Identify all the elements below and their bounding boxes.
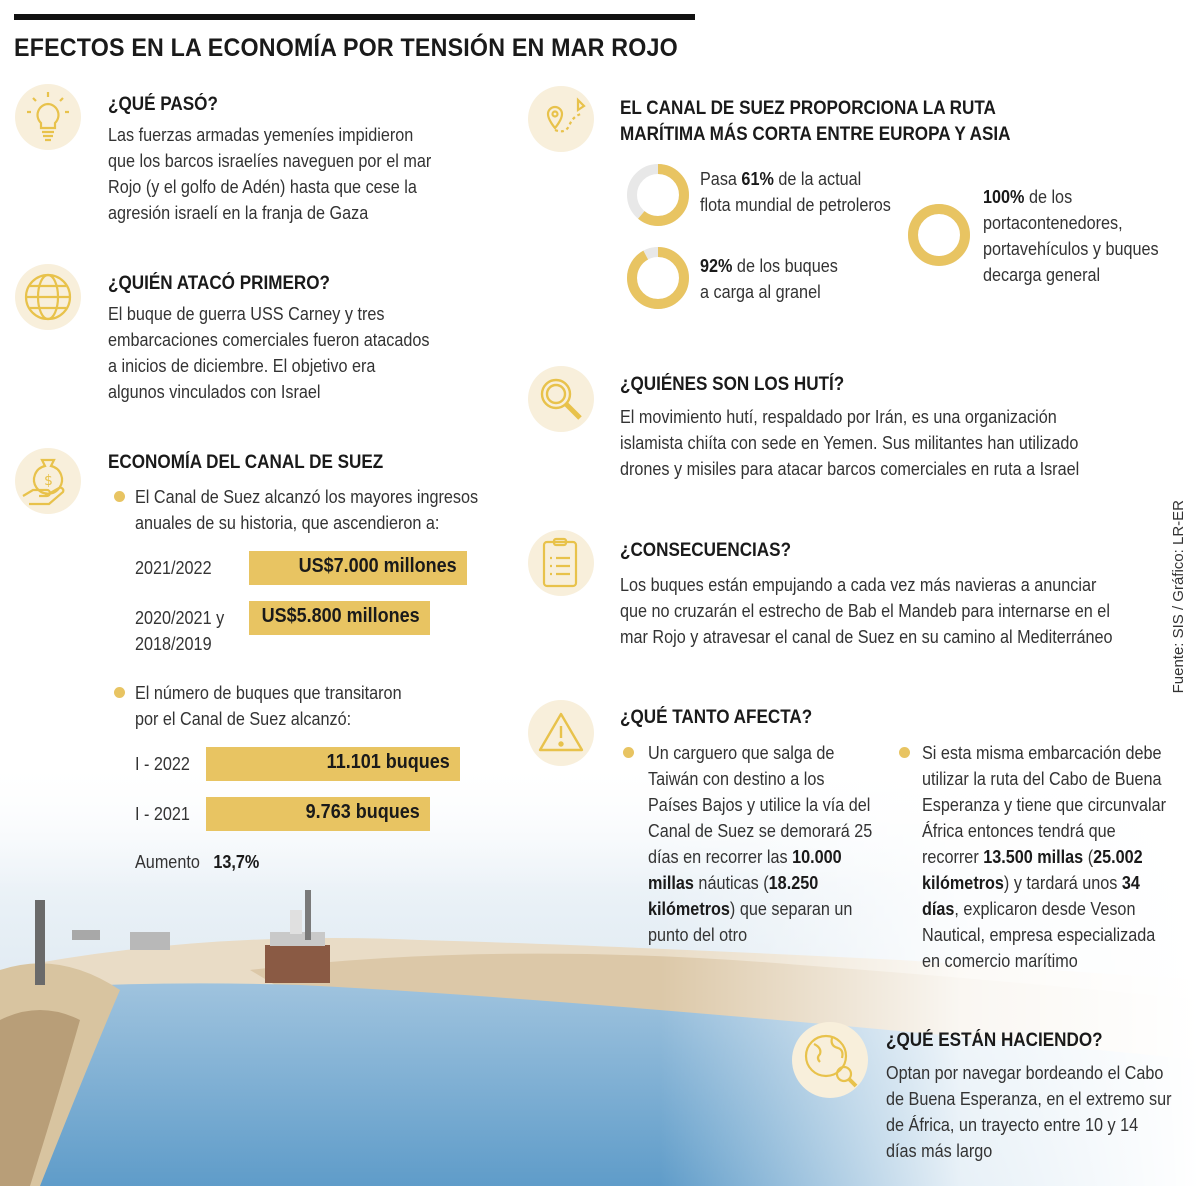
row4-value: 9.763 buques (305, 801, 420, 823)
bullet-dot (623, 747, 634, 758)
afecta-heading: ¿QUÉ TANTO AFECTA? (620, 707, 813, 728)
stat2-text: 92% de los buques a carga al granel (700, 256, 838, 302)
source-credit: Fuente: SIS / Gráfico: LR-ER (1170, 500, 1187, 694)
row2-label: 2020/2021 y 2018/2019 (135, 608, 225, 654)
haciendo-heading: ¿QUÉ ESTÁN HACIENDO? (886, 1030, 1103, 1051)
canal-ruta-heading: EL CANAL DE SUEZ PROPORCIONA LA RUTA MARÍ… (620, 98, 1011, 145)
economia-bullet1: El Canal de Suez alcanzó los mayores ing… (135, 487, 479, 533)
revenue-bar-2021-2022: US$7.000 millones (249, 551, 467, 585)
lightbulb-icon (15, 84, 81, 150)
bullet-dot (114, 687, 125, 698)
afecta-left-text: Un carguero que salga de Taiwán con dest… (648, 743, 873, 945)
magnifier-icon (528, 366, 594, 432)
quien-ataco-heading: ¿QUIÉN ATACÓ PRIMERO? (108, 273, 330, 294)
top-rule (14, 14, 695, 20)
donut-92 (627, 247, 689, 309)
canal-photo (0, 760, 1200, 1186)
aumento: Aumento 13,7% (135, 852, 260, 872)
clipboard-icon (528, 530, 594, 596)
row3-value: 11.101 buques (326, 751, 450, 773)
donut-100 (908, 204, 970, 266)
stat1-text: Pasa 61% de la actual flota mundial de p… (700, 169, 891, 215)
stat3-text: 100% de los portacontenedores, portavehí… (983, 187, 1159, 285)
row1-label: 2021/2022 (135, 558, 212, 578)
row4-label: I - 2021 (135, 804, 190, 824)
haciendo-text: Optan por navegar bordeando el Cabo de Bu… (886, 1063, 1172, 1161)
globe-search-icon (792, 1022, 868, 1098)
que-paso-text: Las fuerzas armadas yemeníes impidieron q… (108, 125, 432, 223)
row3-label: I - 2022 (135, 754, 190, 774)
globe-chess-icon (15, 264, 81, 330)
economia-bullet2: El número de buques que transitaron por e… (135, 683, 402, 729)
que-paso-heading: ¿QUÉ PASÓ? (108, 94, 218, 115)
revenue-bar-2020-2021: US$5.800 millones (249, 601, 430, 635)
warning-icon (528, 700, 594, 766)
svg-text:$: $ (44, 473, 53, 489)
ships-bar-2022: 11.101 buques (206, 747, 460, 781)
consecuencias-text: Los buques están empujando a cada vez má… (620, 575, 1113, 647)
page-title: EFECTOS EN LA ECONOMÍA POR TENSIÓN EN MA… (14, 34, 678, 62)
aumento-value: 13,7% (213, 852, 260, 872)
afecta-right-text: Si esta misma embarcación debe utilizar … (922, 743, 1167, 971)
money-hand-icon: $ (15, 448, 81, 514)
row2-value: US$5.800 millones (261, 605, 420, 627)
quien-ataco-text: El buque de guerra USS Carney y tres emba… (108, 304, 430, 402)
row1-value: US$7.000 millones (298, 555, 457, 577)
consecuencias-heading: ¿CONSECUENCIAS? (620, 540, 792, 561)
donut-61 (627, 164, 689, 226)
bullet-dot (899, 747, 910, 758)
huti-heading: ¿QUIÉNES SON LOS HUTÍ? (620, 374, 845, 395)
route-pin-icon (528, 86, 594, 152)
economia-heading: ECONOMÍA DEL CANAL DE SUEZ (108, 452, 384, 473)
huti-text: El movimiento hutí, respaldado por Irán,… (620, 407, 1080, 479)
bullet-dot (114, 491, 125, 502)
ships-bar-2021: 9.763 buques (206, 797, 430, 831)
